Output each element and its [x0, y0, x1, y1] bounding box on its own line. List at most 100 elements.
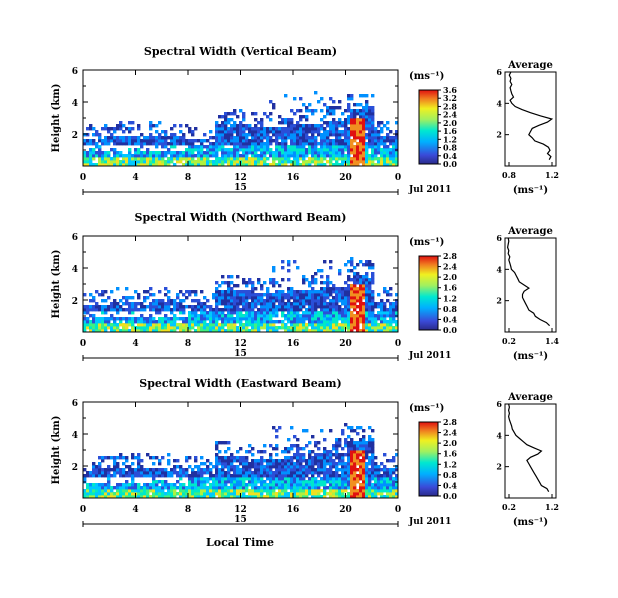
heatmap-cell	[371, 299, 375, 303]
heatmap-cell	[194, 311, 198, 315]
heatmap-cell	[323, 462, 327, 466]
heatmap-cell	[347, 486, 351, 490]
heatmap-cell	[152, 323, 156, 327]
heatmap-cell	[191, 468, 195, 472]
heatmap-cell	[251, 329, 255, 333]
heatmap-cell	[302, 127, 306, 131]
heatmap-cell	[128, 121, 132, 125]
colorbar-tick-label: 1.2	[443, 459, 457, 469]
heatmap-cell	[197, 329, 201, 333]
heatmap-cell	[371, 151, 375, 155]
heatmap-cell	[365, 453, 369, 457]
heatmap-cell	[314, 293, 318, 297]
heatmap-cell	[179, 139, 183, 143]
heatmap-cell	[287, 474, 291, 478]
heatmap-cell	[326, 492, 330, 496]
heatmap-cell	[293, 492, 297, 496]
heatmap-cell	[107, 483, 111, 487]
heatmap-cell	[350, 124, 354, 128]
heatmap-cell	[344, 323, 348, 327]
heatmap-cell	[311, 462, 315, 466]
heatmap-cell	[218, 495, 222, 499]
heatmap-cell	[131, 474, 135, 478]
heatmap-cell	[89, 154, 93, 158]
heatmap-cell	[347, 293, 351, 297]
heatmap-cell	[236, 136, 240, 140]
heatmap-cell	[377, 139, 381, 143]
heatmap-cell	[359, 492, 363, 496]
heatmap-cell	[170, 151, 174, 155]
heatmap-cell	[137, 320, 141, 324]
heatmap-cell	[245, 305, 249, 309]
heatmap-cell	[341, 145, 345, 149]
heatmap-cell	[332, 151, 336, 155]
heatmap-cell	[122, 471, 126, 475]
heatmap-cell	[347, 441, 351, 445]
heatmap-cell	[275, 495, 279, 499]
heatmap-cell	[161, 320, 165, 324]
heatmap-cell	[227, 459, 231, 463]
heatmap-cell	[323, 163, 327, 167]
heatmap-cell	[302, 492, 306, 496]
heatmap-cell	[224, 323, 228, 327]
heatmap-cell	[107, 130, 111, 134]
heatmap-cell	[254, 136, 258, 140]
heatmap-cell	[347, 311, 351, 315]
heatmap-cell	[224, 480, 228, 484]
heatmap-cell	[323, 486, 327, 490]
heatmap-cell	[284, 459, 288, 463]
heatmap-cell	[368, 136, 372, 140]
heatmap-cell	[173, 323, 177, 327]
heatmap-cell	[110, 486, 114, 490]
heatmap-cell	[377, 471, 381, 475]
heatmap-cell	[341, 323, 345, 327]
heatmap-cell	[353, 450, 357, 454]
heatmap-cell	[365, 260, 369, 264]
heatmap-cell	[257, 477, 261, 481]
heatmap-cell	[326, 130, 330, 134]
heatmap-cell	[314, 163, 318, 167]
heatmap-cell	[365, 450, 369, 454]
heatmap-cell	[341, 326, 345, 330]
heatmap-cell	[296, 323, 300, 327]
heatmap-cell	[290, 492, 294, 496]
heatmap-cell	[248, 163, 252, 167]
heatmap-cell	[350, 260, 354, 264]
heatmap-cell	[107, 151, 111, 155]
heatmap-cell	[266, 290, 270, 294]
heatmap-cell	[104, 142, 108, 146]
heatmap-cell	[365, 127, 369, 131]
heatmap-cell	[362, 444, 366, 448]
heatmap-cell	[242, 326, 246, 330]
heatmap-cell	[311, 148, 315, 152]
heatmap-cell	[158, 311, 162, 315]
heatmap-cell	[146, 136, 150, 140]
heatmap-cell	[335, 127, 339, 131]
heatmap-cell	[266, 329, 270, 333]
heatmap-cell	[176, 305, 180, 309]
heatmap-cell	[368, 489, 372, 493]
heatmap-cell	[389, 287, 393, 291]
heatmap-cell	[353, 444, 357, 448]
heatmap-cell	[116, 157, 120, 161]
heatmap-cell	[173, 495, 177, 499]
heatmap-cell	[338, 308, 342, 312]
heatmap-cell	[215, 311, 219, 315]
heatmap-cell	[251, 290, 255, 294]
heatmap-cell	[284, 486, 288, 490]
heatmap-cell	[191, 133, 195, 137]
heatmap-cell	[113, 492, 117, 496]
heatmap-cell	[356, 130, 360, 134]
heatmap-cell	[149, 293, 153, 297]
heatmap-cell	[386, 483, 390, 487]
heatmap-cell	[356, 275, 360, 279]
heatmap-cell	[236, 148, 240, 152]
heatmap-cell	[332, 444, 336, 448]
heatmap-cell	[209, 160, 213, 164]
heatmap-cell	[185, 154, 189, 158]
heatmap-cell	[209, 462, 213, 466]
heatmap-cell	[329, 323, 333, 327]
heatmap-cell	[131, 492, 135, 496]
heatmap-cell	[146, 468, 150, 472]
heatmap-cell	[179, 157, 183, 161]
